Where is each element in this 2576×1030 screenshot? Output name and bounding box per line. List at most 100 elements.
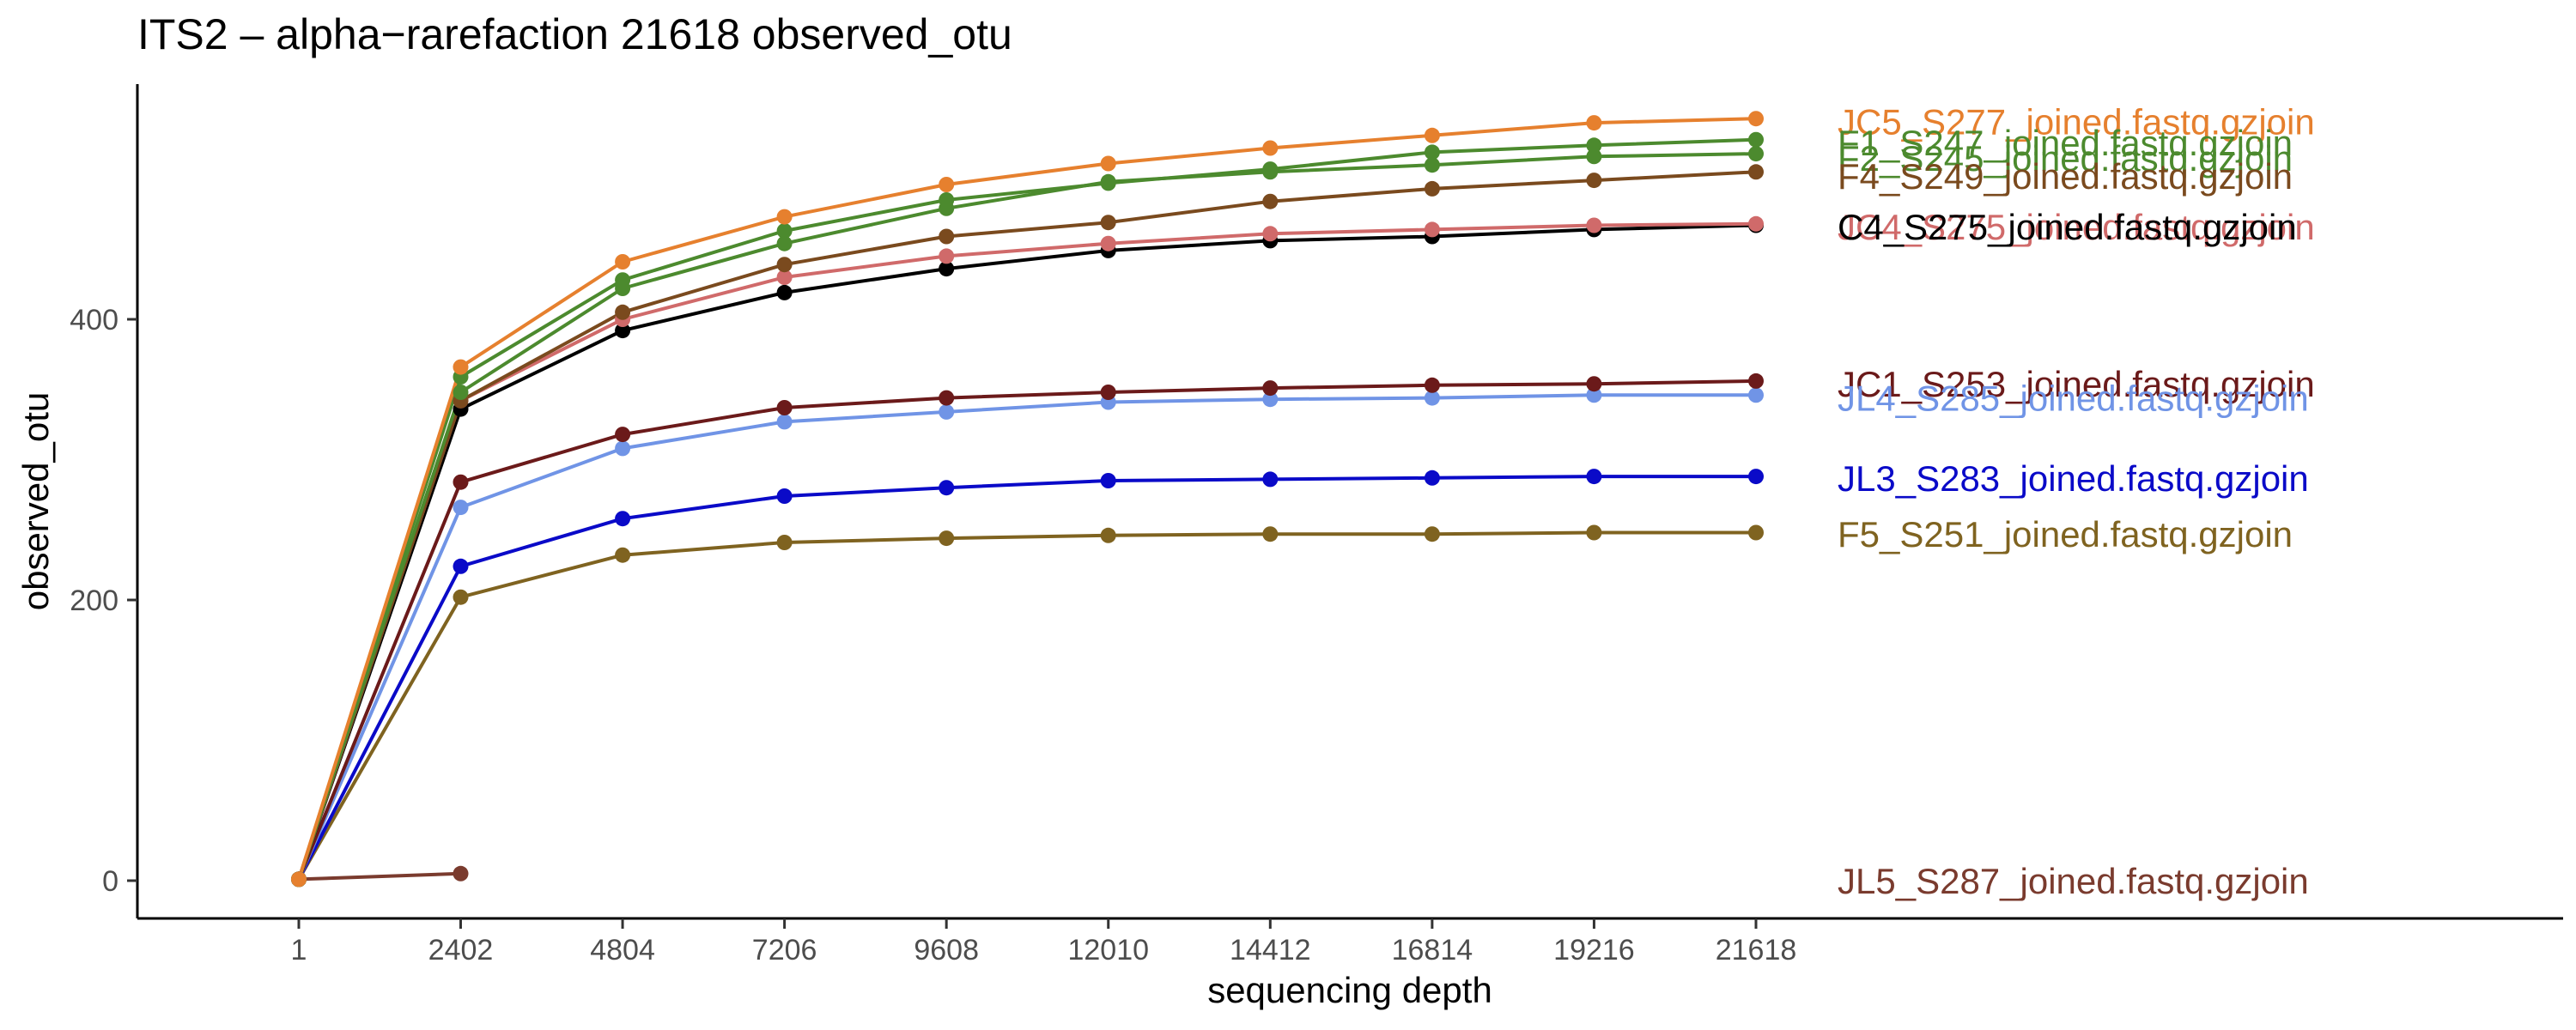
series-point	[1262, 471, 1279, 488]
y-tick-label: 200	[70, 585, 118, 617]
series-line	[297, 393, 1756, 881]
series-point	[291, 871, 307, 888]
series-point	[615, 511, 631, 527]
chart-title: ITS2 – alpha−rarefaction 21618 observed_…	[137, 10, 1012, 58]
series-label: JL4_S285_joined.fastq.gzjoin	[1838, 379, 2309, 419]
series-point	[1748, 164, 1764, 180]
series-point	[939, 248, 955, 264]
series-point	[1262, 391, 1279, 408]
series-line	[297, 170, 1757, 881]
series-point	[1262, 140, 1279, 156]
series-point	[776, 257, 793, 273]
series-label: F1_S247_joined.fastq.gzjoin	[1838, 123, 2293, 163]
series-point	[776, 235, 793, 251]
series-line	[297, 475, 1756, 881]
series-point	[1586, 217, 1602, 233]
series-point	[1424, 180, 1440, 197]
x-tick-label: 21618	[1716, 934, 1797, 966]
x-tick-label: 1	[291, 934, 307, 966]
series-point	[776, 209, 793, 225]
series-point	[453, 500, 469, 516]
series-point	[1424, 221, 1440, 238]
series-line	[297, 530, 1756, 881]
series-point	[776, 270, 793, 285]
series-point	[1586, 387, 1602, 403]
series-point	[1100, 215, 1116, 231]
series-point	[1748, 111, 1764, 127]
series-point	[1424, 470, 1440, 486]
y-axis-title: observed_otu	[15, 392, 56, 611]
series-point	[1100, 175, 1116, 191]
series-point	[615, 427, 631, 443]
series-line	[298, 871, 461, 882]
series-label: F5_S251_joined.fastq.gzjoin	[1838, 514, 2293, 554]
series-point	[776, 414, 793, 430]
series-point	[1424, 144, 1440, 161]
series-point	[1586, 469, 1602, 485]
series-point	[1100, 527, 1116, 543]
series-point	[776, 400, 793, 415]
x-axis-ticks: 1 2402 4804 7206 9608 12010 14412 16814 19216 216…	[291, 918, 1797, 966]
series-line	[297, 152, 1757, 881]
series-point	[939, 192, 955, 208]
series-point	[939, 177, 955, 192]
y-tick-label: 400	[70, 304, 118, 336]
series-point	[453, 474, 469, 490]
series-line	[297, 379, 1757, 881]
series-point	[1748, 215, 1764, 232]
series-lines	[297, 117, 1757, 882]
series-point	[1100, 235, 1116, 251]
series-point	[776, 223, 793, 239]
x-tick-label: 19216	[1553, 934, 1635, 966]
series-point	[615, 304, 631, 320]
series-line	[297, 221, 1757, 881]
series-point	[939, 403, 955, 420]
series-point	[1748, 373, 1764, 389]
series-point	[1100, 473, 1116, 488]
series-point	[1748, 524, 1764, 541]
series-point	[615, 440, 631, 457]
series-point	[1424, 377, 1440, 393]
series-point	[1424, 526, 1440, 542]
series-point	[1586, 524, 1602, 541]
series-label: C4_S275_joined.fastq.gzjoin	[1838, 207, 2297, 247]
series-point	[1748, 387, 1764, 403]
series-point	[1262, 161, 1279, 178]
series-point	[1586, 148, 1602, 165]
x-tick-label: 7206	[752, 934, 817, 966]
series-label: JL5_S287_joined.fastq.gzjoin	[1838, 861, 2309, 901]
series-point	[776, 488, 793, 504]
series-label: F4_S249_joined.fastq.gzjoin	[1838, 156, 2293, 197]
series-label: JC4_S275_joined.fastq.gzjoin	[1838, 207, 2315, 247]
series-line	[297, 117, 1757, 881]
series-point	[1100, 155, 1116, 172]
series-point	[615, 254, 631, 270]
series-point	[939, 390, 955, 406]
series-point	[1748, 146, 1764, 162]
series-label: JL3_S283_joined.fastq.gzjoin	[1838, 458, 2309, 499]
series-point	[1424, 157, 1440, 173]
series-point	[1262, 226, 1279, 242]
series-point	[453, 589, 469, 605]
series-point	[776, 535, 793, 550]
series-point	[1262, 193, 1279, 209]
series-point	[1586, 115, 1602, 131]
x-tick-label: 2402	[428, 934, 494, 966]
series-point	[1424, 127, 1440, 143]
series-point	[1424, 390, 1440, 406]
series-point	[615, 323, 631, 339]
series-point	[615, 547, 631, 563]
series-point	[1586, 173, 1602, 189]
series-point	[453, 865, 469, 882]
series-point	[939, 261, 955, 277]
series-label: JC5_S277_joined.fastq.gzjoin	[1838, 102, 2315, 142]
series-labels: JC5_S277_joined.fastq.gzjoinF1_S247_join…	[1838, 102, 2315, 902]
series-point	[1748, 131, 1764, 148]
series-point	[1586, 376, 1602, 392]
series-line	[297, 137, 1757, 881]
series-label: F2_S245_joined.fastq.gzjoin	[1838, 138, 2293, 179]
series-point	[615, 272, 631, 288]
series-point	[1586, 137, 1602, 154]
x-tick-label: 4804	[590, 934, 655, 966]
